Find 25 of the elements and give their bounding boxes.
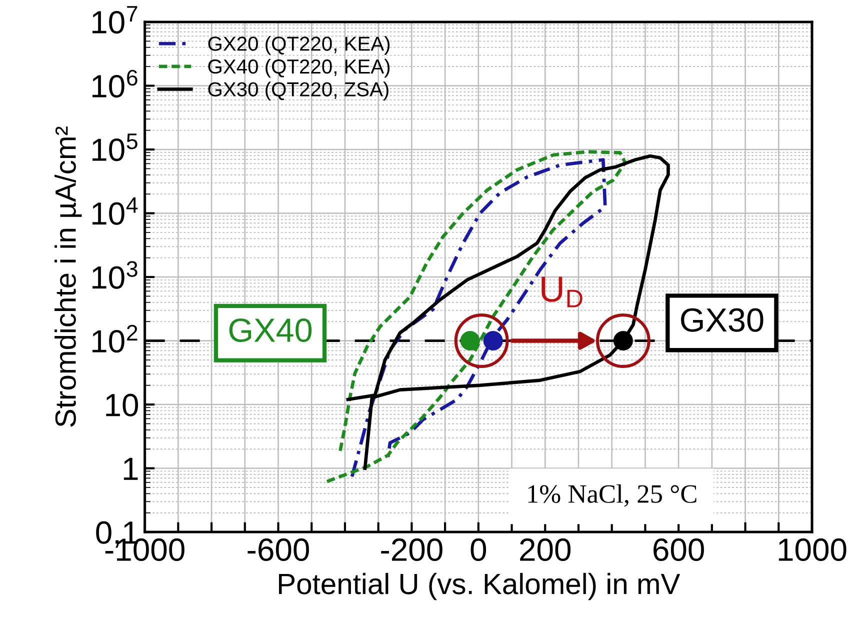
annotation: GX30 bbox=[680, 308, 764, 332]
y-tick-label: 10$^{5}$ bbox=[92, 134, 138, 162]
y-tick-label: 1 bbox=[124, 458, 138, 480]
annotation: 1% NaCl, 25 °C bbox=[528, 484, 696, 507]
y-tick-label: 10$^{7}$ bbox=[92, 6, 138, 34]
y-tick-label: 10 bbox=[106, 394, 138, 416]
legend-label: GX30 (QT220, ZSA) bbox=[208, 82, 388, 100]
x-tick-label: -200 bbox=[381, 538, 442, 562]
x-tick-label: 200 bbox=[520, 538, 571, 562]
x-tick-label: 0 bbox=[470, 538, 486, 562]
x-tick-label: 1000 bbox=[778, 538, 846, 562]
y-tick-label: 10$^{2}$ bbox=[92, 324, 138, 353]
y-tick-label: 10$^{3}$ bbox=[92, 261, 138, 289]
line-series bbox=[350, 158, 607, 478]
line-series bbox=[325, 150, 627, 484]
y-tick-label: 10$^{6}$ bbox=[92, 70, 138, 98]
annotation: U$_{D}$ bbox=[542, 276, 582, 308]
legend-label: GX20 (QT220, KEA) bbox=[208, 36, 390, 55]
x-axis-title: Potential U (vs. Kalomel) in mV bbox=[279, 572, 680, 600]
x-tick-label: 600 bbox=[654, 538, 704, 562]
y-axis-title: Stromdichte i in µA/cm² bbox=[54, 126, 82, 427]
annotation: GX40 bbox=[229, 318, 312, 342]
legend-label: GX40 (QT220, KEA) bbox=[208, 58, 390, 78]
x-tick-label: -600 bbox=[248, 538, 309, 562]
y-tick-label: 10$^{4}$ bbox=[92, 197, 138, 225]
